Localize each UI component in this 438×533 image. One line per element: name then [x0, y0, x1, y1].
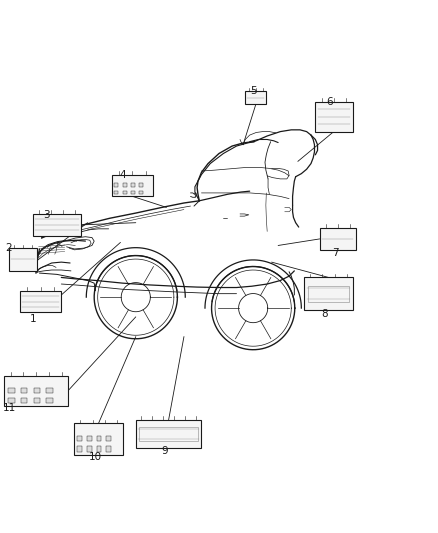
Text: 1: 1	[29, 314, 36, 324]
Bar	[8, 388, 14, 393]
Bar	[304, 278, 353, 310]
Bar	[112, 174, 153, 197]
Bar	[46, 398, 53, 403]
Bar	[245, 91, 266, 104]
Text: 6: 6	[326, 97, 333, 107]
Bar	[131, 191, 135, 194]
Bar	[123, 183, 127, 187]
Bar	[136, 420, 201, 448]
Text: 8: 8	[321, 309, 328, 319]
Bar	[123, 191, 127, 194]
Text: 10: 10	[89, 453, 102, 463]
Bar	[139, 183, 143, 187]
Bar	[315, 102, 353, 132]
Bar	[139, 427, 198, 441]
Bar	[114, 191, 118, 194]
Bar	[9, 248, 37, 271]
Bar	[33, 214, 81, 236]
Bar	[78, 447, 82, 451]
Bar	[34, 388, 40, 393]
Bar	[20, 290, 61, 312]
Bar	[46, 388, 53, 393]
Bar	[74, 423, 123, 455]
Bar	[114, 183, 118, 187]
Bar	[320, 228, 356, 250]
Bar	[97, 447, 102, 451]
Bar	[97, 436, 102, 441]
Bar	[21, 388, 27, 393]
Bar	[106, 436, 111, 441]
Bar	[308, 286, 349, 302]
Text: 3: 3	[42, 210, 49, 220]
Text: 7: 7	[332, 248, 339, 259]
Bar	[87, 447, 92, 451]
Bar	[139, 191, 143, 194]
Bar	[4, 376, 68, 406]
Bar	[106, 447, 111, 451]
Text: 11: 11	[3, 403, 16, 414]
Text: 4: 4	[119, 169, 126, 180]
Text: 2: 2	[5, 243, 12, 253]
Bar	[8, 398, 14, 403]
Text: 9: 9	[161, 446, 168, 456]
Bar	[87, 436, 92, 441]
Bar	[131, 183, 135, 187]
Text: 5: 5	[250, 86, 257, 96]
Bar	[21, 398, 27, 403]
Bar	[78, 436, 82, 441]
Bar	[34, 398, 40, 403]
